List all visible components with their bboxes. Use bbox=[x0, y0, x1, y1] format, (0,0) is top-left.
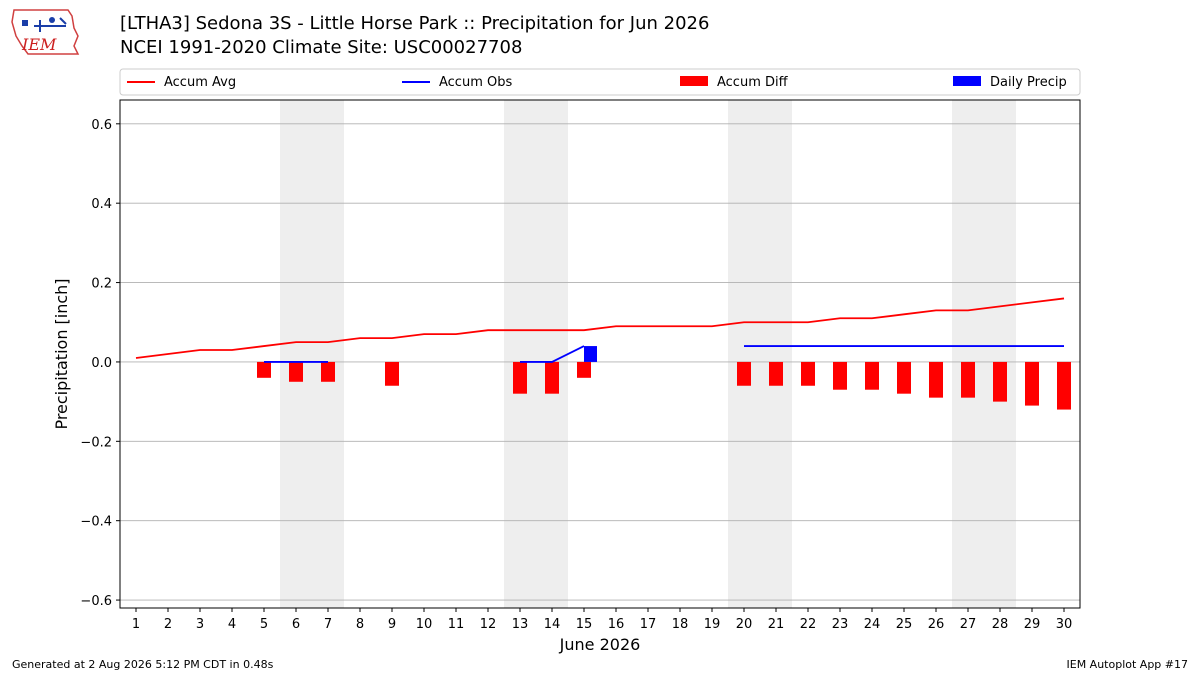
accum-diff-bar bbox=[769, 361, 783, 386]
chart-title: [LTHA3] Sedona 3S - Little Horse Park ::… bbox=[120, 13, 710, 34]
x-tick-label: 16 bbox=[608, 617, 625, 632]
legend-box bbox=[119, 68, 1081, 96]
accum-diff-bar bbox=[865, 361, 879, 390]
x-tick-label: 18 bbox=[672, 617, 689, 632]
accum-diff-bar bbox=[737, 361, 751, 386]
x-tick-label: 8 bbox=[356, 617, 364, 632]
daily-precip-bars bbox=[584, 346, 597, 362]
x-tick-label: 9 bbox=[388, 617, 396, 632]
app-footer: IEM Autoplot App #17 bbox=[1066, 658, 1189, 671]
x-tick-label: 2 bbox=[164, 617, 172, 632]
accum-diff-bar bbox=[289, 361, 303, 382]
accum-diff-bar bbox=[545, 361, 559, 394]
accum-diff-bar bbox=[961, 361, 975, 398]
x-tick-label: 21 bbox=[768, 617, 785, 632]
x-tick-label: 12 bbox=[480, 617, 497, 632]
x-tick-label: 30 bbox=[1056, 617, 1073, 632]
x-tick-label: 27 bbox=[960, 617, 977, 632]
series-lines bbox=[135, 297, 1065, 363]
accum-diff-bar bbox=[801, 361, 815, 386]
accum-diff-bar bbox=[1025, 361, 1039, 406]
x-tick-label: 13 bbox=[512, 617, 529, 632]
plot-frame bbox=[119, 99, 1081, 609]
accum-obs-line bbox=[520, 345, 585, 363]
x-tick-label: 3 bbox=[196, 617, 204, 632]
x-tick-label: 22 bbox=[800, 617, 817, 632]
legend-label: Accum Avg bbox=[164, 75, 236, 90]
daily-precip-bar bbox=[584, 346, 597, 362]
legend-swatch bbox=[953, 76, 981, 86]
accum-diff-bar bbox=[1057, 361, 1071, 410]
weekend-band bbox=[504, 100, 568, 608]
x-tick-label: 29 bbox=[1024, 617, 1041, 632]
accum-diff-bar bbox=[929, 361, 943, 398]
x-tick-label: 26 bbox=[928, 617, 945, 632]
legend: Accum Avg Accum Obs Accum Diff Daily Precip bbox=[119, 68, 1081, 96]
weekend-shading bbox=[280, 100, 1016, 608]
x-tick-label: 15 bbox=[576, 617, 593, 632]
accum-diff-bar bbox=[513, 361, 527, 394]
x-tick-label: 24 bbox=[864, 617, 881, 632]
y-tick-label: 0.6 bbox=[91, 118, 112, 133]
accum-diff-bars bbox=[257, 361, 1071, 410]
x-tick-label: 6 bbox=[292, 617, 300, 632]
weekend-band bbox=[728, 100, 792, 608]
x-tick-label: 1 bbox=[132, 617, 140, 632]
x-axis-title: June 2026 bbox=[559, 635, 641, 654]
chart-subtitle: NCEI 1991-2020 Climate Site: USC00027708 bbox=[120, 37, 523, 58]
x-tick-label: 17 bbox=[640, 617, 657, 632]
x-tick-label: 19 bbox=[704, 617, 721, 632]
legend-swatch bbox=[680, 76, 708, 86]
x-tick-label: 10 bbox=[416, 617, 433, 632]
legend-label: Accum Diff bbox=[717, 75, 789, 90]
accum-diff-bar bbox=[993, 361, 1007, 402]
accum-diff-bar bbox=[321, 361, 335, 382]
x-tick-label: 14 bbox=[544, 617, 561, 632]
weekend-band bbox=[952, 100, 1016, 608]
accum-avg-line bbox=[135, 297, 1065, 359]
grid-lines bbox=[120, 123, 1080, 601]
generated-footer: Generated at 2 Aug 2026 5:12 PM CDT in 0… bbox=[12, 658, 274, 671]
y-tick-label: −0.2 bbox=[80, 435, 112, 450]
x-axis: 1 2 3 4 5 6 7 8 9 10 11 12 13 14 15 16 17 18 19 20 21 22 23 24 2… bbox=[132, 608, 1072, 632]
weekend-band bbox=[280, 100, 344, 608]
y-tick-label: 0.4 bbox=[91, 197, 112, 212]
y-axis: −0.6 −0.4 −0.2 0.0 0.2 0.4 0.6 bbox=[80, 118, 120, 609]
legend-label: Daily Precip bbox=[990, 75, 1067, 90]
accum-diff-bar bbox=[833, 361, 847, 390]
x-tick-label: 4 bbox=[228, 617, 236, 632]
y-tick-label: 0.0 bbox=[91, 356, 112, 371]
accum-diff-bar bbox=[577, 361, 591, 378]
iem-logo: IEM bbox=[11, 9, 80, 55]
accum-diff-bar bbox=[897, 361, 911, 394]
x-tick-label: 5 bbox=[260, 617, 268, 632]
x-tick-label: 11 bbox=[448, 617, 465, 632]
y-tick-label: −0.6 bbox=[80, 594, 112, 609]
x-tick-label: 25 bbox=[896, 617, 913, 632]
x-tick-label: 23 bbox=[832, 617, 849, 632]
accum-diff-bar bbox=[257, 361, 271, 378]
x-tick-label: 28 bbox=[992, 617, 1009, 632]
x-tick-label: 20 bbox=[736, 617, 753, 632]
y-tick-label: 0.2 bbox=[91, 277, 112, 292]
x-tick-label: 7 bbox=[324, 617, 332, 632]
accum-diff-bar bbox=[385, 361, 399, 386]
y-tick-label: −0.4 bbox=[80, 515, 112, 530]
legend-label: Accum Obs bbox=[439, 75, 512, 90]
svg-text:IEM: IEM bbox=[21, 35, 57, 54]
y-axis-title: Precipitation [inch] bbox=[52, 278, 71, 429]
